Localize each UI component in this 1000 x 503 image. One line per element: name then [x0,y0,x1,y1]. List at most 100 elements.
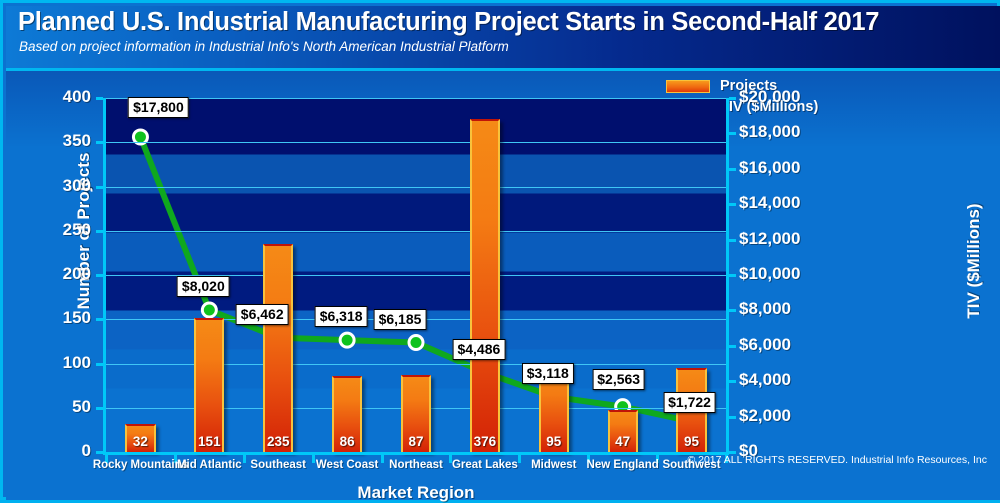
tiv-value-label: $6,185 [373,308,427,330]
x-axis-line [103,452,729,455]
y-tick-right [729,132,736,136]
y-tick-left [96,229,103,233]
x-label-new-england: New England [586,459,659,471]
y-tick-right [729,344,736,348]
y-tick-left [96,451,103,454]
y-tick-right [729,415,736,419]
y-tick-left [96,318,103,322]
y-axis-left-line [103,98,106,455]
y-tick-left [96,274,103,277]
bar-northeast[interactable]: 87 [400,375,432,452]
y-tick-left [96,97,103,100]
y-tick-label-left: 250 [62,219,91,239]
y-tick-right [729,238,736,242]
y-tick-label-right: $4,000 [739,370,791,390]
y-tick-left [96,406,103,410]
bar-great-lakes[interactable]: 376 [469,119,501,452]
bar-value-label: 151 [198,434,221,449]
y-tick-label-right: $12,000 [739,228,801,248]
x-tick [587,455,591,463]
y-tick-label-left: 400 [62,87,91,106]
bar-value-label: 376 [473,434,497,449]
tiv-value-label: $8,020 [176,276,230,298]
y-tick-right [729,380,736,384]
plot-area: 32 151 235 86 87 376 95 47 95 [106,98,726,452]
page-subtitle: Based on project information in Industri… [19,39,509,54]
tiv-value-label: $3,118 [521,362,574,384]
y-tick-label-right: $0 [739,441,758,460]
header-divider [6,68,1000,71]
x-label-west-coast: West Coast [315,459,379,471]
x-label-midwest: Midwest [531,459,577,471]
legend-label-tiv: TIV ($Millions) [720,99,819,115]
gridline [106,186,726,188]
tiv-value-label: $1,722 [663,391,716,413]
y-tick-label-left: 150 [62,308,91,328]
y-tick-label-left: 300 [62,175,91,195]
y-tick-left [96,185,103,189]
bar-mid-atlantic[interactable]: 151 [194,318,225,452]
bar-value-label: 87 [408,434,424,449]
legend-label-projects: Projects [720,78,778,94]
y-tick-right [729,203,736,207]
y-tick-left [96,362,103,366]
tiv-marker[interactable] [200,301,218,319]
x-tick [242,455,246,463]
bar-rocky-mountains[interactable]: 32 [125,423,156,452]
tiv-marker[interactable] [407,334,425,352]
x-tick [105,455,108,463]
x-tick [380,455,384,463]
bar-value-label: 235 [266,434,290,449]
gridline [106,142,726,144]
bar-value-label: 95 [684,434,700,449]
header-banner: Planned U.S. Industrial Manufacturing Pr… [6,6,1000,68]
y-tick-right [729,309,736,313]
tiv-value-label: $4,486 [452,338,506,360]
y-tick-right [729,274,736,277]
y-tick-label-right: $20,000 [739,87,801,106]
x-label-northeast: Northeast [389,459,443,471]
x-label-mid-atlantic: Mid Atlantic [176,459,242,471]
y-tick-label-right: $8,000 [739,299,791,319]
x-label-southeast: Southeast [250,459,307,471]
legend-item-projects[interactable]: Projects [654,77,884,98]
copyright-text: © 2017 ALL RIGHTS RESERVED. Industrial I… [687,454,987,466]
y-axis-right-title: TIV ($Millions) [964,203,983,319]
y-tick-label-right: $10,000 [739,264,801,283]
x-label-southwest: Southwest [662,459,721,471]
y-tick-left [96,141,103,145]
bar-swatch-icon [666,80,710,93]
y-tick-label-left: 350 [62,131,91,151]
y-tick-label-right: $2,000 [739,405,791,425]
x-tick [173,455,177,463]
y-tick-label-left: 200 [62,264,91,283]
tiv-value-label: $6,462 [235,303,289,325]
bar-new-england[interactable]: 47 [607,410,638,452]
tiv-marker[interactable] [338,331,356,349]
y-tick-label-left: 100 [62,352,91,372]
bar-value-label: 95 [546,434,562,449]
bar-southeast[interactable]: 235 [263,244,294,452]
x-label-great-lakes: Great Lakes [451,459,518,471]
bar-value-label: 47 [615,434,631,449]
y-tick-right [729,167,736,171]
tiv-marker[interactable] [131,128,149,146]
tiv-value-label: $2,563 [592,368,646,390]
y-tick-right [729,451,736,454]
y-tick-label-right: $18,000 [739,122,801,142]
gridline [106,275,726,276]
bar-value-label: 32 [132,434,148,449]
x-tick [518,455,522,463]
gridline [106,98,726,99]
x-tick [449,455,453,463]
y-tick-label-left: 0 [81,441,91,460]
y-axis-right-line [726,98,729,455]
gridline [106,363,726,365]
chart-body: Projects TIV ($Millions) Number of Proje… [6,71,1000,502]
tiv-value-label: $6,318 [314,306,368,328]
bar-west-coast[interactable]: 86 [331,375,363,452]
y-tick-label-left: 50 [72,396,91,416]
bar-value-label: 86 [339,434,355,449]
x-tick [656,455,660,463]
